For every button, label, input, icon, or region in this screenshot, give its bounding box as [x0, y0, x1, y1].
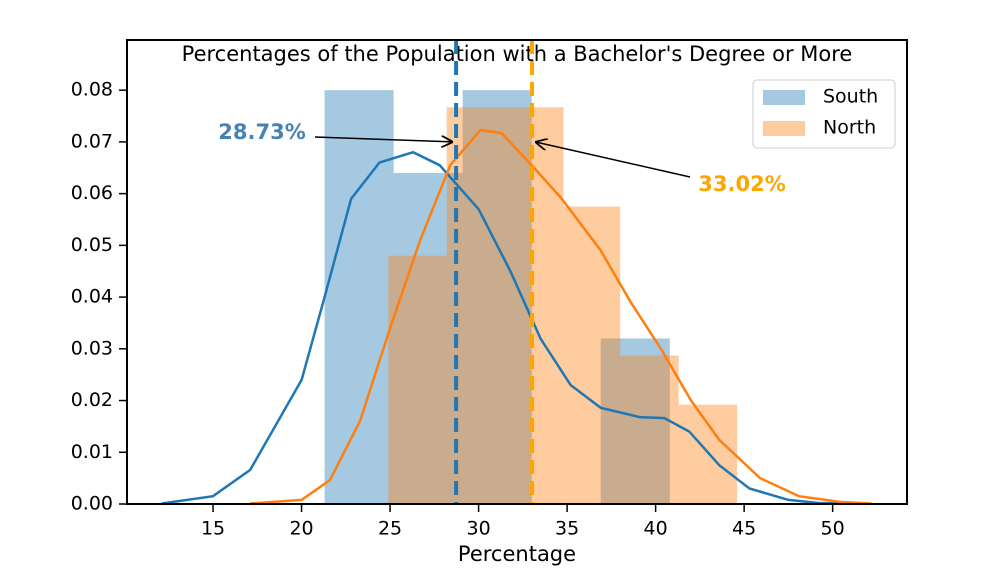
histogram-bar	[620, 355, 679, 504]
histogram-bar	[678, 404, 738, 504]
legend-label: South	[823, 86, 878, 108]
histogram-bar	[462, 90, 532, 504]
x-tick-label: 20	[289, 518, 313, 540]
y-tick-label: 0.02	[71, 389, 113, 411]
chart-title: Percentages of the Population with a Bac…	[182, 42, 853, 66]
y-tick-label: 0.04	[71, 286, 113, 308]
annotation-arrow	[535, 142, 691, 178]
kde-line	[161, 150, 851, 505]
x-tick-label: 50	[821, 518, 845, 540]
histogram-bar	[393, 172, 463, 504]
y-tick-label: 0.07	[71, 130, 113, 152]
legend-swatch	[763, 90, 805, 105]
legend-label: North	[823, 117, 876, 139]
histogram-bar	[600, 338, 670, 504]
histogram-bar	[324, 90, 394, 504]
histogram-bar	[563, 206, 621, 505]
legend-swatch	[763, 121, 805, 136]
y-tick-label: 0.05	[71, 234, 113, 256]
annotation-arrow	[314, 137, 453, 142]
legend-box	[752, 79, 896, 149]
x-tick-label: 25	[378, 518, 402, 540]
y-tick-label: 0.03	[71, 337, 113, 359]
x-axis-label: Percentage	[458, 542, 576, 566]
plot-frame	[126, 39, 908, 505]
x-tick-label: 45	[732, 518, 756, 540]
histogram-bar	[388, 255, 447, 504]
histogram-bar	[505, 107, 564, 505]
x-tick-label: 35	[555, 518, 579, 540]
x-tick-label: 40	[644, 518, 668, 540]
y-tick-label: 0.06	[71, 182, 113, 204]
kde-line	[250, 128, 872, 505]
annotation-label: 33.02%	[698, 172, 785, 196]
x-tick-label: 15	[201, 518, 225, 540]
annotation-label: 28.73%	[218, 120, 305, 144]
y-tick-label: 0.00	[71, 493, 113, 515]
x-tick-label: 30	[466, 518, 490, 540]
y-tick-label: 0.08	[71, 79, 113, 101]
y-tick-label: 0.01	[71, 441, 113, 463]
